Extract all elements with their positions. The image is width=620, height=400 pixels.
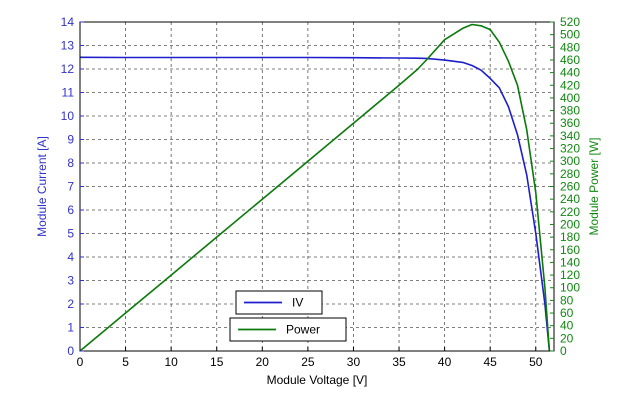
x-tick-label: 40	[438, 355, 452, 369]
x-tick-label: 35	[392, 355, 406, 369]
y-left-tick-label: 6	[67, 203, 74, 217]
y-left-tick-label: 10	[61, 109, 75, 123]
y-left-tick-label: 11	[62, 86, 75, 100]
y-right-tick-label: 20	[560, 331, 574, 345]
y-right-tick-label: 340	[560, 129, 580, 143]
legend: IV Power	[229, 290, 347, 342]
series-line-power	[79, 23, 551, 352]
y-right-tick-label: 360	[560, 116, 580, 130]
y-right-tick-label: 440	[560, 66, 580, 80]
y-right-tick-label: 180	[560, 230, 580, 244]
y-right-tick-label: 320	[560, 142, 580, 156]
y-right-tick-label: 120	[560, 268, 580, 282]
y-right-tick-label: 380	[560, 104, 580, 118]
y-right-ticks: 0204060801001201401601802002202402602803…	[550, 15, 580, 358]
y-right-tick-label: 80	[560, 293, 574, 307]
y-left-tick-label: 8	[67, 156, 74, 170]
y-right-tick-label: 60	[560, 306, 574, 320]
y-right-axis-label: Module Power [W]	[587, 137, 601, 235]
y-left-tick-label: 13	[61, 39, 75, 53]
y-right-tick-label: 220	[560, 205, 580, 219]
y-right-tick-label: 420	[560, 78, 580, 92]
grid-lines	[80, 22, 554, 351]
y-left-tick-label: 1	[67, 321, 74, 335]
y-right-tick-label: 240	[560, 192, 580, 206]
y-right-tick-label: 300	[560, 154, 580, 168]
series-lines	[79, 23, 551, 352]
x-tick-label: 10	[164, 355, 178, 369]
y-right-tick-label: 520	[560, 15, 580, 29]
x-ticks: 0 5 10 15 20 25 30 35 40 45 50	[77, 347, 543, 369]
y-right-tick-label: 160	[560, 243, 580, 257]
y-right-tick-label: 200	[560, 217, 580, 231]
x-tick-label: 5	[122, 355, 129, 369]
y-right-tick-label: 280	[560, 167, 580, 181]
y-right-tick-label: 460	[560, 53, 580, 67]
x-tick-label: 25	[301, 355, 315, 369]
x-axis-label: Module Voltage [V]	[267, 373, 368, 387]
y-left-tick-label: 2	[67, 297, 74, 311]
y-right-tick-label: 100	[560, 281, 580, 295]
x-tick-label: 0	[77, 355, 84, 369]
legend-box-power	[229, 317, 347, 342]
x-tick-label: 20	[256, 355, 270, 369]
y-left-tick-label: 7	[67, 180, 74, 194]
y-right-tick-label: 260	[560, 180, 580, 194]
y-left-tick-label: 3	[67, 274, 74, 288]
x-tick-label: 50	[529, 355, 543, 369]
y-right-tick-label: 140	[560, 255, 580, 269]
y-left-tick-label: 14	[61, 15, 75, 29]
y-left-tick-label: 9	[67, 133, 74, 147]
y-left-tick-label: 12	[61, 62, 75, 76]
y-right-tick-label: 400	[560, 91, 580, 105]
y-right-tick-label: 500	[560, 28, 580, 42]
x-tick-label: 30	[347, 355, 361, 369]
y-left-axis-label: Module Current [A]	[35, 136, 49, 237]
y-right-tick-label: 0	[560, 344, 567, 358]
y-right-tick-label: 480	[560, 40, 580, 54]
y-left-tick-label: 5	[67, 227, 74, 241]
legend-label-iv: IV	[292, 296, 303, 310]
x-tick-label: 15	[210, 355, 224, 369]
y-right-tick-label: 40	[560, 319, 574, 333]
y-left-tick-label: 4	[67, 250, 74, 264]
y-left-tick-label: 0	[67, 344, 74, 358]
legend-label-power: Power	[286, 323, 320, 337]
series-line-iv	[79, 56, 551, 352]
x-tick-label: 45	[484, 355, 498, 369]
